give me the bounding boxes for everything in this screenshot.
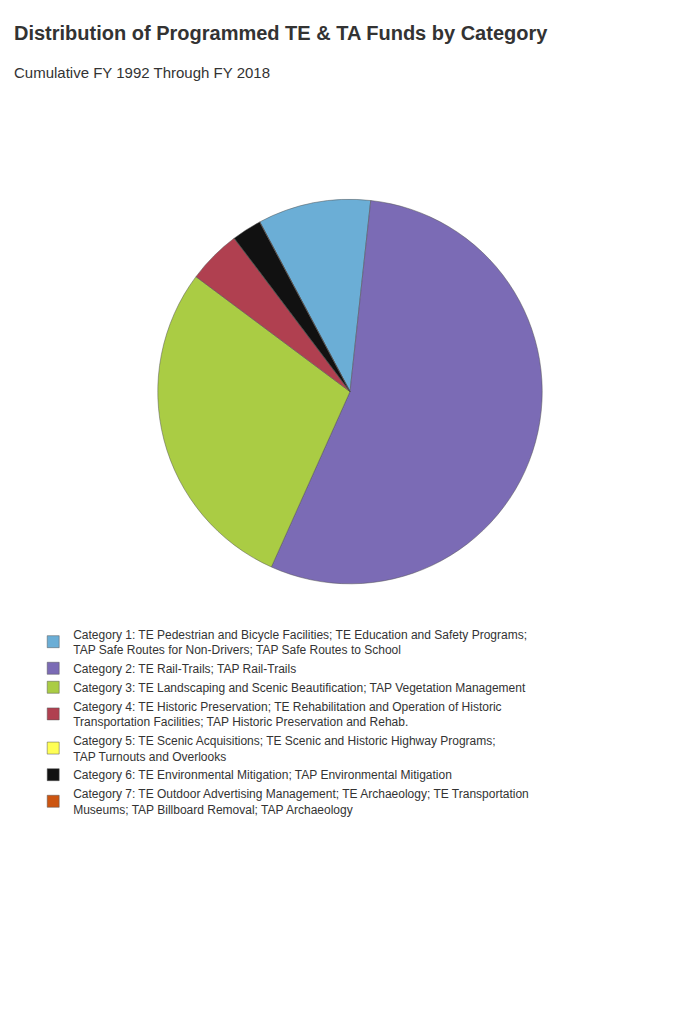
svg-text:Category 5: TE Scenic Acquisit: Category 5: TE Scenic Acquisitions; TE S… bbox=[73, 734, 495, 764]
svg-text:Category 1: TE Pedestrian and: Category 1: TE Pedestrian and Bicycle Fa… bbox=[73, 628, 527, 658]
svg-text:Category 3: TE Landscaping and: Category 3: TE Landscaping and Scenic Be… bbox=[73, 681, 526, 695]
svg-text:Category 4: TE Historic Preser: Category 4: TE Historic Preservation; TE… bbox=[73, 700, 501, 730]
svg-text:Category 6: TE Environmental M: Category 6: TE Environmental Mitigation;… bbox=[73, 768, 452, 782]
svg-text:Category 7: TE Outdoor Adverti: Category 7: TE Outdoor Advertising Manag… bbox=[73, 787, 529, 817]
svg-text:Cumulative FY 1992 Through FY: Cumulative FY 1992 Through FY 2018 bbox=[14, 64, 270, 81]
svg-text:Category 2: TE Rail-Trails; TA: Category 2: TE Rail-Trails; TAP Rail-Tra… bbox=[73, 662, 296, 676]
svg-text:Distribution of Programmed TE: Distribution of Programmed TE & TA Funds… bbox=[14, 22, 548, 44]
